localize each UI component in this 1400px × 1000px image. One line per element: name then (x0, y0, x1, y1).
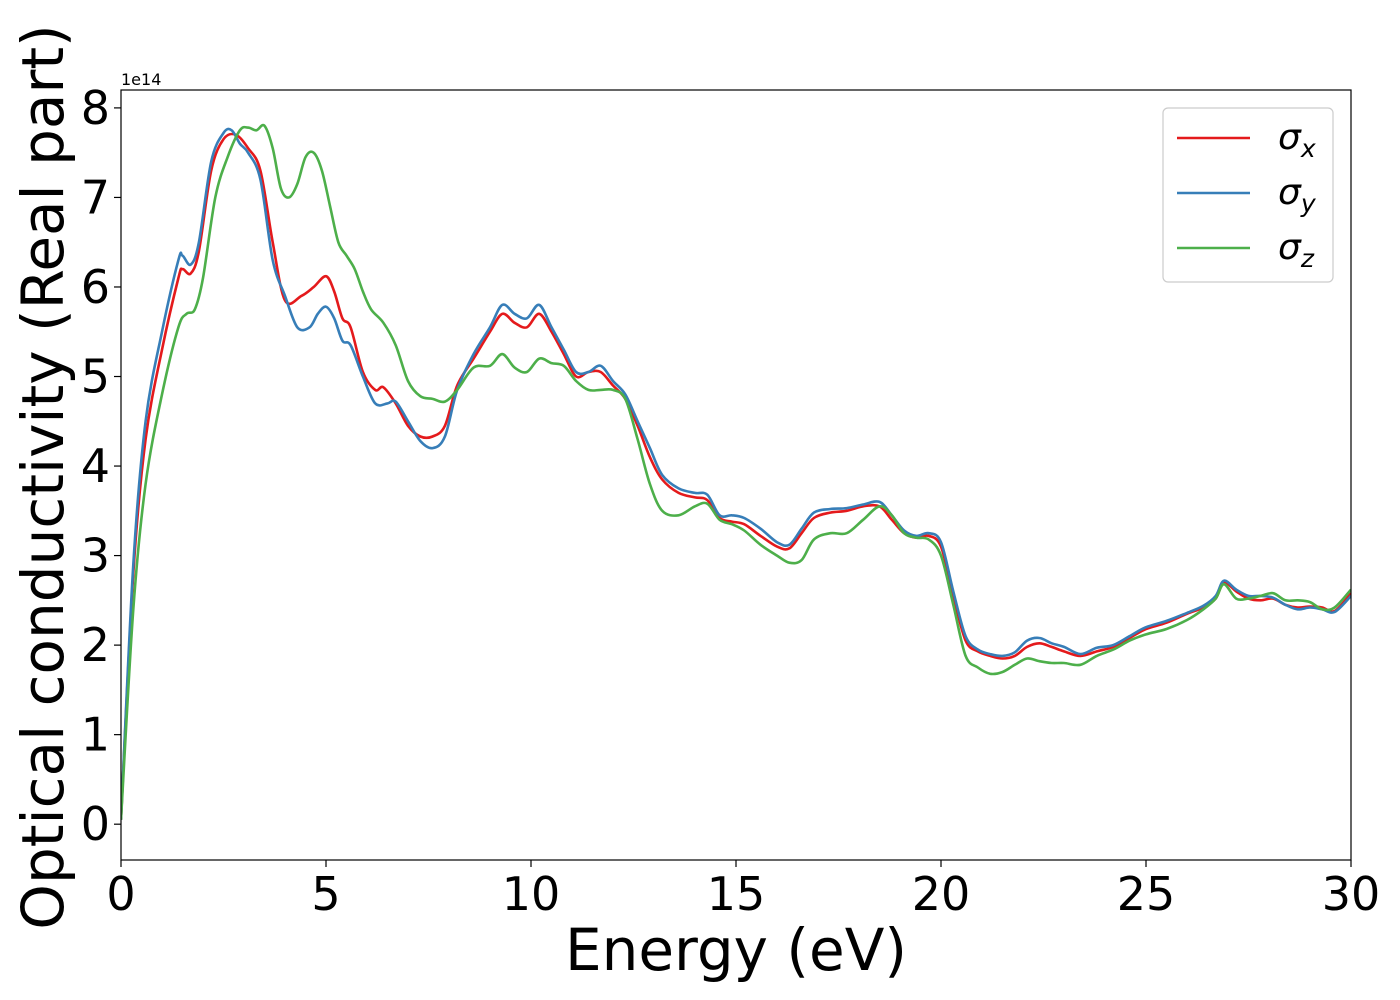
y-tick-label: 7 (81, 170, 110, 224)
series-layer (121, 123, 1351, 820)
y-tick-label: 0 (81, 797, 110, 851)
legend: σx σy σz (1162, 107, 1334, 283)
y-offset-label: 1e14 (121, 70, 161, 89)
legend-label-z: σz (1278, 227, 1315, 273)
y-tick-label: 8 (81, 81, 110, 135)
x-axis-label: Energy (eV) (565, 916, 907, 984)
y-tick-label: 6 (81, 260, 110, 314)
x-tick-label: 30 (1322, 867, 1381, 921)
y-tick-label: 2 (81, 618, 110, 672)
y-axis-ticks: 0 1 2 3 4 5 6 7 8 (81, 81, 121, 851)
x-tick-label: 15 (707, 867, 766, 921)
legend-label-x: σx (1278, 117, 1316, 163)
series-line-z (121, 123, 1351, 820)
series-line-y (121, 127, 1351, 820)
x-tick-label: 25 (1117, 867, 1176, 921)
series-line-x (121, 132, 1351, 820)
x-tick-label: 10 (502, 867, 561, 921)
y-tick-label: 1 (81, 708, 110, 762)
y-axis-label: Optical conductivity (Real part) (9, 24, 77, 929)
x-tick-label: 20 (912, 867, 971, 921)
x-tick-label: 5 (311, 867, 340, 921)
legend-box (1162, 107, 1334, 283)
legend-label-y: σy (1278, 172, 1317, 218)
x-tick-label: 0 (106, 867, 135, 921)
y-tick-label: 4 (81, 439, 110, 493)
y-tick-label: 3 (81, 529, 110, 583)
x-axis-ticks: 0 5 10 15 20 25 30 (106, 860, 1380, 921)
y-tick-label: 5 (81, 350, 110, 404)
